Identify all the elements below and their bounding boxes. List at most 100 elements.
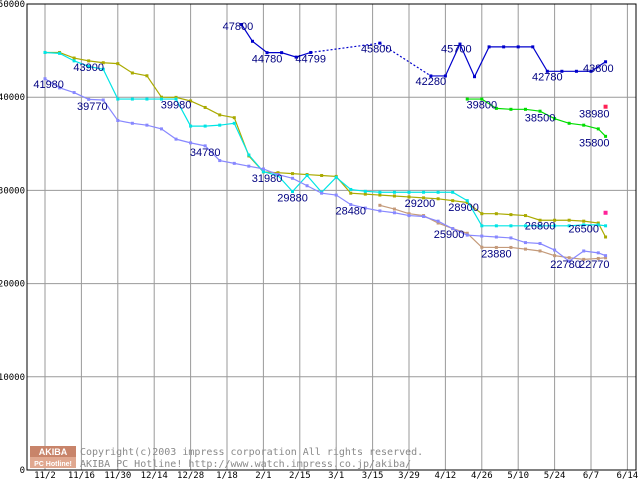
data-point <box>465 233 469 237</box>
data-point <box>480 97 484 101</box>
data-point <box>582 257 586 261</box>
data-point <box>250 39 254 43</box>
data-label: 22780 <box>550 259 581 271</box>
series-line <box>44 78 606 262</box>
data-point <box>145 123 149 127</box>
data-point <box>604 256 608 260</box>
data-point <box>465 97 469 101</box>
data-point <box>494 224 498 228</box>
data-point <box>392 194 396 198</box>
series-2 <box>43 50 608 239</box>
data-point <box>291 190 295 194</box>
data-point <box>596 256 600 260</box>
data-point <box>582 123 586 127</box>
plot-border <box>26 3 637 471</box>
price-marker <box>603 210 608 215</box>
data-label: 35800 <box>579 138 610 150</box>
x-tick-label: 3/29 <box>398 471 420 480</box>
data-label: 31980 <box>252 173 283 185</box>
data-label: 45700 <box>441 43 472 55</box>
data-point <box>145 97 149 101</box>
data-point <box>159 127 163 131</box>
data-point <box>130 71 134 75</box>
data-label: 42280 <box>416 76 447 88</box>
data-point <box>422 214 426 218</box>
x-tick-label: 2/1 <box>255 471 271 480</box>
x-tick-label: 6/14 <box>617 471 639 480</box>
data-point <box>538 224 542 228</box>
data-label: 26800 <box>525 221 556 233</box>
data-point <box>87 59 91 63</box>
data-point <box>451 190 455 194</box>
data-point <box>596 127 600 131</box>
x-tick-label: 3/15 <box>362 471 384 480</box>
data-point <box>159 97 163 101</box>
site-url-line: AKIBA PC Hotline! http://www.watch.impre… <box>80 459 411 470</box>
data-point <box>465 201 469 205</box>
data-point <box>553 117 557 121</box>
data-point <box>407 190 411 194</box>
series-0 <box>240 23 608 79</box>
data-point <box>596 251 600 255</box>
y-tick-label: 40000 <box>0 93 25 103</box>
data-point <box>509 236 513 240</box>
data-point <box>189 99 193 103</box>
data-point <box>604 134 608 138</box>
data-point <box>465 231 469 235</box>
data-label: 25900 <box>434 229 465 241</box>
copyright-line: Copyright(c)2003 impress corporation All… <box>80 447 423 458</box>
data-label: 34780 <box>190 147 221 159</box>
data-point <box>145 74 149 78</box>
data-label: 29880 <box>277 193 308 205</box>
series-3 <box>43 50 608 228</box>
watermark: AKIBA PC Hotline! Copyright(c)2003 impre… <box>30 446 423 470</box>
data-point <box>265 51 269 55</box>
data-point <box>203 105 207 109</box>
data-point <box>604 235 608 239</box>
data-point <box>516 45 520 49</box>
x-tick-label: 4/12 <box>435 471 457 480</box>
data-labels: 47800 44780 44799 45800 45700 42280 42780 43800… <box>33 21 613 271</box>
data-label: 44799 <box>295 54 326 66</box>
data-point <box>334 175 338 179</box>
data-label: 22770 <box>579 259 610 271</box>
data-point <box>604 60 608 64</box>
data-point <box>280 51 284 55</box>
data-point <box>189 124 193 128</box>
data-point <box>232 121 236 125</box>
series-1 <box>465 97 608 138</box>
data-label: 26500 <box>568 223 599 235</box>
data-point <box>494 235 498 239</box>
data-point <box>392 207 396 211</box>
data-point <box>159 95 163 99</box>
data-point <box>422 190 426 194</box>
data-point <box>218 123 222 127</box>
data-label: 42780 <box>532 71 563 83</box>
data-point <box>436 190 440 194</box>
data-point <box>509 107 513 111</box>
data-point <box>429 74 433 78</box>
data-point <box>232 116 236 120</box>
data-point <box>553 224 557 228</box>
data-point <box>276 173 280 177</box>
data-point <box>43 77 47 81</box>
x-tick-label: 6/7 <box>583 471 599 480</box>
data-point <box>494 212 498 216</box>
data-point <box>567 256 571 260</box>
data-point <box>261 170 265 174</box>
data-point <box>349 203 353 207</box>
akiba-logo: AKIBA PC Hotline! <box>30 446 76 468</box>
data-point <box>567 218 571 222</box>
data-point <box>309 50 313 54</box>
data-point <box>458 42 462 46</box>
data-point <box>58 86 62 90</box>
data-point <box>407 214 411 218</box>
data-point <box>240 23 244 27</box>
data-point <box>487 45 491 49</box>
y-tick-label: 50000 <box>0 0 25 10</box>
logo-bottom-text: PC Hotline! <box>34 461 72 468</box>
data-point <box>596 221 600 225</box>
x-tick-label: 3/1 <box>328 471 344 480</box>
data-point <box>531 45 535 49</box>
data-point <box>538 109 542 113</box>
